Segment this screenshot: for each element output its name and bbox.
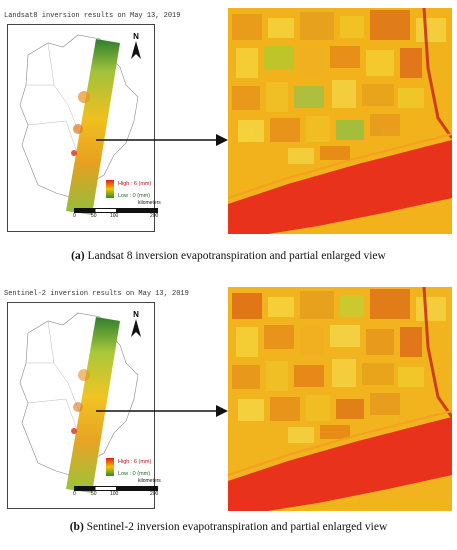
overview-map: N <box>7 302 155 509</box>
scale-bar: 0 50 100 200 kilometers <box>73 200 161 219</box>
panel-b: Sentinel-2 inversion results on May 13, … <box>0 275 457 550</box>
north-label: N <box>133 32 139 41</box>
scale-label: 50 <box>91 491 97 497</box>
scale-label: 200 <box>150 491 159 497</box>
region-outline <box>19 34 139 198</box>
river <box>228 417 452 511</box>
panel-a: Landsat8 inversion results on May 13, 20… <box>0 8 457 262</box>
river <box>228 140 452 234</box>
scale-label: 200 <box>150 213 159 219</box>
map-title: Landsat8 inversion results on May 13, 20… <box>4 12 181 20</box>
enlarged-view-graphic <box>228 287 452 511</box>
overview-map-graphic: N <box>19 310 141 493</box>
enlarged-view <box>228 8 452 234</box>
caption-tag: (a) <box>71 250 85 262</box>
zoom-arrow <box>96 405 228 417</box>
overview-map: N <box>7 24 155 232</box>
legend-gradient <box>106 458 114 476</box>
legend-gradient <box>106 180 114 198</box>
legend-high: High : 6 (mm) <box>118 181 152 187</box>
caption-tag: (b) <box>69 521 84 533</box>
overview-map-graphic: N <box>19 32 141 215</box>
image-strip <box>66 317 120 493</box>
zoom-arrow <box>96 134 228 146</box>
map-title: Sentinel-2 inversion results on May 13, … <box>4 290 189 298</box>
scale-unit: kilometers <box>138 200 161 206</box>
scale-label: 100 <box>110 213 119 219</box>
legend <box>106 458 114 476</box>
scale-unit: kilometers <box>138 478 161 484</box>
scale-label: 0 <box>73 213 76 219</box>
legend-high: High : 6 (mm) <box>118 459 152 465</box>
caption-a: (a) Landsat 8 inversion evapotranspirati… <box>0 250 457 262</box>
legend-low: Low : 0 (mm) <box>118 193 151 199</box>
legend <box>106 180 114 198</box>
north-label: N <box>133 310 139 319</box>
legend-low: Low : 0 (mm) <box>118 471 151 477</box>
caption-text: Sentinel-2 inversion evapotranspiration … <box>83 521 388 533</box>
north-arrow-icon <box>131 41 141 59</box>
caption-b: (b) Sentinel-2 inversion evapotranspirat… <box>0 521 457 533</box>
caption-text: Landsat 8 inversion evapotranspiration a… <box>84 250 386 262</box>
enlarged-view-graphic <box>228 8 452 234</box>
scale-label: 50 <box>91 213 97 219</box>
north-arrow-icon <box>131 319 141 337</box>
scale-label: 100 <box>110 491 119 497</box>
region-outline <box>19 312 139 476</box>
enlarged-view <box>228 287 452 511</box>
scale-bar: 0 50 100 200 kilometers <box>73 478 161 497</box>
scale-label: 0 <box>73 491 76 497</box>
image-strip <box>66 39 120 215</box>
